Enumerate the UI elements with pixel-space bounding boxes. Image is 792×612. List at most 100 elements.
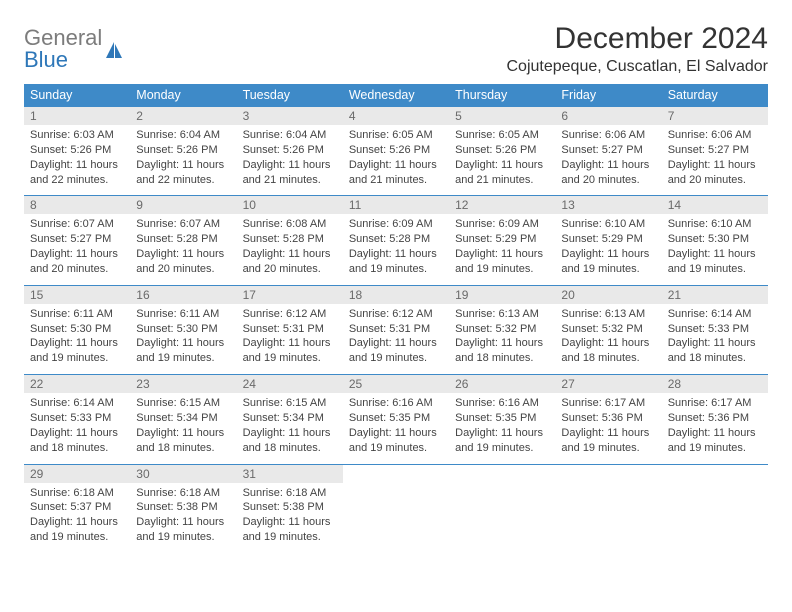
day-cell: 4Sunrise: 6:05 AMSunset: 5:26 PMDaylight… <box>343 107 449 196</box>
day-cell: 9Sunrise: 6:07 AMSunset: 5:28 PMDaylight… <box>130 196 236 285</box>
day-details <box>555 483 661 545</box>
day-number: 17 <box>237 286 343 304</box>
day-number: 27 <box>555 375 661 393</box>
day-details: Sunrise: 6:04 AMSunset: 5:26 PMDaylight:… <box>237 125 343 195</box>
sunrise-text: Sunrise: 6:16 AM <box>455 396 549 411</box>
day-number: 12 <box>449 196 555 214</box>
day-cell: 27Sunrise: 6:17 AMSunset: 5:36 PMDayligh… <box>555 375 661 464</box>
day-cell: 30Sunrise: 6:18 AMSunset: 5:38 PMDayligh… <box>130 464 236 553</box>
day-number <box>662 465 768 483</box>
sunset-text: Sunset: 5:38 PM <box>243 500 337 515</box>
daylight-text: Daylight: 11 hours and 19 minutes. <box>668 247 762 277</box>
day-cell: 7Sunrise: 6:06 AMSunset: 5:27 PMDaylight… <box>662 107 768 196</box>
sunrise-text: Sunrise: 6:09 AM <box>455 217 549 232</box>
day-number: 6 <box>555 107 661 125</box>
day-cell: 14Sunrise: 6:10 AMSunset: 5:30 PMDayligh… <box>662 196 768 285</box>
location: Cojutepeque, Cuscatlan, El Salvador <box>507 58 769 76</box>
day-number: 24 <box>237 375 343 393</box>
day-number: 23 <box>130 375 236 393</box>
sunrise-text: Sunrise: 6:17 AM <box>561 396 655 411</box>
calendar-body: 1Sunrise: 6:03 AMSunset: 5:26 PMDaylight… <box>24 107 768 553</box>
sunrise-text: Sunrise: 6:15 AM <box>243 396 337 411</box>
sunrise-text: Sunrise: 6:14 AM <box>30 396 124 411</box>
sunrise-text: Sunrise: 6:18 AM <box>243 486 337 501</box>
day-number: 3 <box>237 107 343 125</box>
day-cell: 8Sunrise: 6:07 AMSunset: 5:27 PMDaylight… <box>24 196 130 285</box>
day-number: 28 <box>662 375 768 393</box>
day-details: Sunrise: 6:18 AMSunset: 5:37 PMDaylight:… <box>24 483 130 553</box>
daylight-text: Daylight: 11 hours and 21 minutes. <box>349 158 443 188</box>
sunset-text: Sunset: 5:36 PM <box>668 411 762 426</box>
daylight-text: Daylight: 11 hours and 19 minutes. <box>349 336 443 366</box>
day-number: 9 <box>130 196 236 214</box>
day-number: 21 <box>662 286 768 304</box>
day-number: 4 <box>343 107 449 125</box>
daylight-text: Daylight: 11 hours and 19 minutes. <box>30 515 124 545</box>
day-number: 18 <box>343 286 449 304</box>
day-cell: 10Sunrise: 6:08 AMSunset: 5:28 PMDayligh… <box>237 196 343 285</box>
sunrise-text: Sunrise: 6:05 AM <box>349 128 443 143</box>
day-details: Sunrise: 6:13 AMSunset: 5:32 PMDaylight:… <box>449 304 555 374</box>
sunset-text: Sunset: 5:28 PM <box>349 232 443 247</box>
day-cell: 13Sunrise: 6:10 AMSunset: 5:29 PMDayligh… <box>555 196 661 285</box>
day-details: Sunrise: 6:07 AMSunset: 5:28 PMDaylight:… <box>130 214 236 284</box>
daylight-text: Daylight: 11 hours and 18 minutes. <box>136 426 230 456</box>
calendar-header-row: SundayMondayTuesdayWednesdayThursdayFrid… <box>24 84 768 107</box>
daylight-text: Daylight: 11 hours and 19 minutes. <box>243 336 337 366</box>
sunset-text: Sunset: 5:27 PM <box>668 143 762 158</box>
sunset-text: Sunset: 5:38 PM <box>136 500 230 515</box>
day-cell: 25Sunrise: 6:16 AMSunset: 5:35 PMDayligh… <box>343 375 449 464</box>
empty-cell <box>449 464 555 553</box>
daylight-text: Daylight: 11 hours and 19 minutes. <box>136 515 230 545</box>
daylight-text: Daylight: 11 hours and 19 minutes. <box>668 426 762 456</box>
day-number: 25 <box>343 375 449 393</box>
daylight-text: Daylight: 11 hours and 19 minutes. <box>349 247 443 277</box>
sunrise-text: Sunrise: 6:07 AM <box>136 217 230 232</box>
sunrise-text: Sunrise: 6:09 AM <box>349 217 443 232</box>
sunset-text: Sunset: 5:34 PM <box>136 411 230 426</box>
sunset-text: Sunset: 5:35 PM <box>455 411 549 426</box>
day-details: Sunrise: 6:12 AMSunset: 5:31 PMDaylight:… <box>343 304 449 374</box>
day-cell: 28Sunrise: 6:17 AMSunset: 5:36 PMDayligh… <box>662 375 768 464</box>
daylight-text: Daylight: 11 hours and 19 minutes. <box>455 426 549 456</box>
day-details: Sunrise: 6:17 AMSunset: 5:36 PMDaylight:… <box>662 393 768 463</box>
sunrise-text: Sunrise: 6:10 AM <box>561 217 655 232</box>
calendar-week: 8Sunrise: 6:07 AMSunset: 5:27 PMDaylight… <box>24 196 768 285</box>
sunset-text: Sunset: 5:30 PM <box>136 322 230 337</box>
day-details: Sunrise: 6:10 AMSunset: 5:29 PMDaylight:… <box>555 214 661 284</box>
day-details: Sunrise: 6:07 AMSunset: 5:27 PMDaylight:… <box>24 214 130 284</box>
sunset-text: Sunset: 5:26 PM <box>243 143 337 158</box>
sunrise-text: Sunrise: 6:13 AM <box>455 307 549 322</box>
sunrise-text: Sunrise: 6:16 AM <box>349 396 443 411</box>
sail-icon <box>104 40 124 60</box>
calendar-week: 15Sunrise: 6:11 AMSunset: 5:30 PMDayligh… <box>24 285 768 374</box>
day-number: 14 <box>662 196 768 214</box>
daylight-text: Daylight: 11 hours and 19 minutes. <box>561 426 655 456</box>
sunset-text: Sunset: 5:26 PM <box>455 143 549 158</box>
day-cell: 26Sunrise: 6:16 AMSunset: 5:35 PMDayligh… <box>449 375 555 464</box>
daylight-text: Daylight: 11 hours and 22 minutes. <box>136 158 230 188</box>
weekday-header: Wednesday <box>343 84 449 107</box>
sunset-text: Sunset: 5:35 PM <box>349 411 443 426</box>
daylight-text: Daylight: 11 hours and 18 minutes. <box>30 426 124 456</box>
empty-cell <box>555 464 661 553</box>
day-details: Sunrise: 6:09 AMSunset: 5:28 PMDaylight:… <box>343 214 449 284</box>
day-cell: 2Sunrise: 6:04 AMSunset: 5:26 PMDaylight… <box>130 107 236 196</box>
day-number: 20 <box>555 286 661 304</box>
day-details: Sunrise: 6:11 AMSunset: 5:30 PMDaylight:… <box>24 304 130 374</box>
day-cell: 3Sunrise: 6:04 AMSunset: 5:26 PMDaylight… <box>237 107 343 196</box>
sunset-text: Sunset: 5:33 PM <box>30 411 124 426</box>
sunrise-text: Sunrise: 6:12 AM <box>349 307 443 322</box>
sunset-text: Sunset: 5:28 PM <box>243 232 337 247</box>
daylight-text: Daylight: 11 hours and 18 minutes. <box>561 336 655 366</box>
sunset-text: Sunset: 5:33 PM <box>668 322 762 337</box>
day-number: 1 <box>24 107 130 125</box>
day-number: 30 <box>130 465 236 483</box>
sunset-text: Sunset: 5:30 PM <box>30 322 124 337</box>
daylight-text: Daylight: 11 hours and 20 minutes. <box>30 247 124 277</box>
day-cell: 20Sunrise: 6:13 AMSunset: 5:32 PMDayligh… <box>555 285 661 374</box>
day-details: Sunrise: 6:17 AMSunset: 5:36 PMDaylight:… <box>555 393 661 463</box>
daylight-text: Daylight: 11 hours and 21 minutes. <box>455 158 549 188</box>
day-cell: 6Sunrise: 6:06 AMSunset: 5:27 PMDaylight… <box>555 107 661 196</box>
day-number: 11 <box>343 196 449 214</box>
